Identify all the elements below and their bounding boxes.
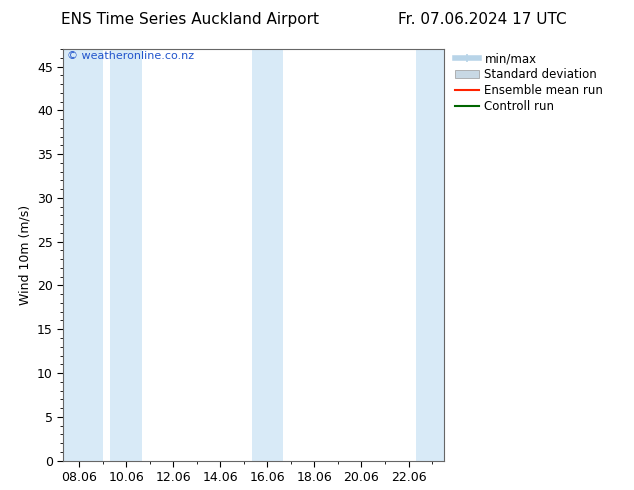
Legend: min/max, Standard deviation, Ensemble mean run, Controll run: min/max, Standard deviation, Ensemble me… [451,49,607,117]
Bar [110,49,142,461]
Text: Fr. 07.06.2024 17 UTC: Fr. 07.06.2024 17 UTC [398,12,566,27]
Text: © weatheronline.co.nz: © weatheronline.co.nz [67,51,195,61]
Bar [63,49,103,461]
Y-axis label: Wind 10m (m/s): Wind 10m (m/s) [18,205,32,305]
Text: ENS Time Series Auckland Airport: ENS Time Series Auckland Airport [61,12,319,27]
Bar [252,49,283,461]
Bar [417,49,444,461]
